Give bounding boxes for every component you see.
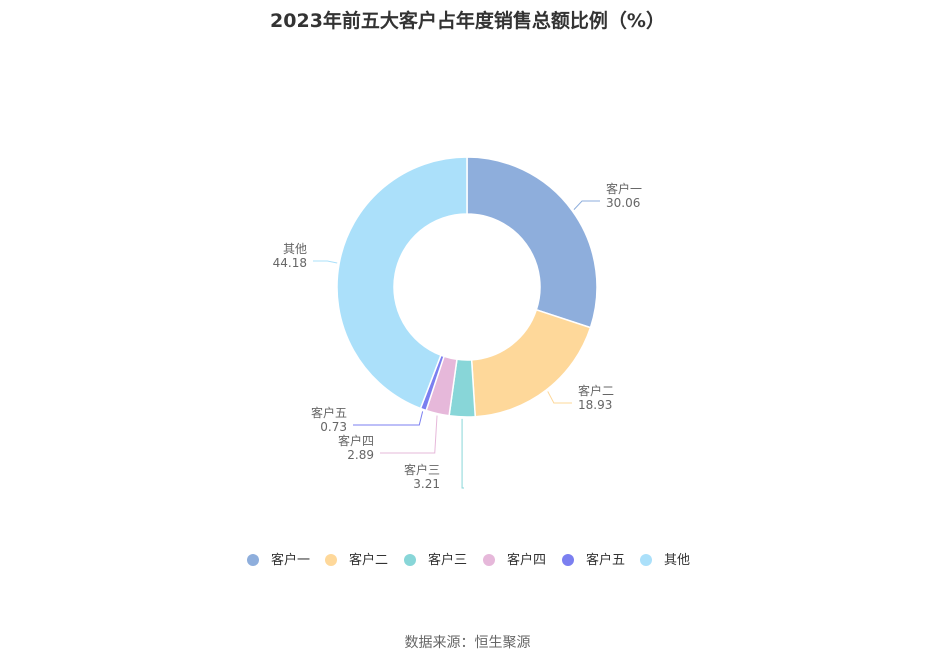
slice-label-客户一: 客户一 <box>606 181 642 196</box>
legend-label: 客户四 <box>507 552 546 568</box>
slice-value-客户五: 0.73 <box>320 420 347 434</box>
legend-marker <box>562 554 574 566</box>
legend-marker <box>640 554 652 566</box>
slice-label-客户三: 客户三 <box>404 462 440 477</box>
slice-label-其他: 其他 <box>283 242 307 256</box>
leader-line-其他 <box>313 260 338 264</box>
slice-value-其他: 44.18 <box>273 256 307 270</box>
leader-line-客户三 <box>461 418 464 489</box>
slice-label-客户四: 客户四 <box>338 433 374 448</box>
data-source: 数据来源：恒生聚源 <box>404 635 531 651</box>
slice-label-客户五: 客户五 <box>311 405 347 420</box>
legend-label: 客户一 <box>271 552 310 568</box>
legend-item-客户五[interactable]: 客户五 <box>562 552 625 568</box>
slice-label-客户二: 客户二 <box>578 383 614 398</box>
legend-item-客户二[interactable]: 客户二 <box>325 552 388 568</box>
slice-value-客户二: 18.93 <box>578 398 612 412</box>
slice-其他[interactable] <box>336 156 468 410</box>
chart-title: 2023年前五大客户占年度销售总额比例（%） <box>270 10 665 32</box>
legend-label: 其他 <box>664 553 690 568</box>
slice-value-客户一: 30.06 <box>606 196 640 210</box>
donut-slices <box>336 156 598 418</box>
legend-item-客户四[interactable]: 客户四 <box>483 552 546 568</box>
leader-line-客户一 <box>573 200 600 210</box>
leader-line-客户五 <box>353 411 424 426</box>
legend-marker <box>404 554 416 566</box>
legend-label: 客户三 <box>428 552 467 568</box>
slice-客户一[interactable] <box>466 156 598 329</box>
slice-value-客户三: 3.21 <box>413 477 440 491</box>
legend: 客户一 客户二 客户三 客户四 客户五 其他 <box>247 552 690 568</box>
legend-item-客户三[interactable]: 客户三 <box>404 552 467 568</box>
legend-marker <box>483 554 495 566</box>
legend-marker <box>325 554 337 566</box>
slice-客户二[interactable] <box>470 308 592 418</box>
leader-line-客户二 <box>547 391 572 404</box>
legend-label: 客户五 <box>586 552 625 568</box>
leader-line-客户四 <box>380 415 438 454</box>
legend-label: 客户二 <box>349 552 388 568</box>
legend-item-客户一[interactable]: 客户一 <box>247 552 310 568</box>
legend-marker <box>247 554 259 566</box>
slice-value-客户四: 2.89 <box>347 448 374 462</box>
slice-leader-lines <box>313 200 600 489</box>
legend-item-其他[interactable]: 其他 <box>640 553 690 568</box>
